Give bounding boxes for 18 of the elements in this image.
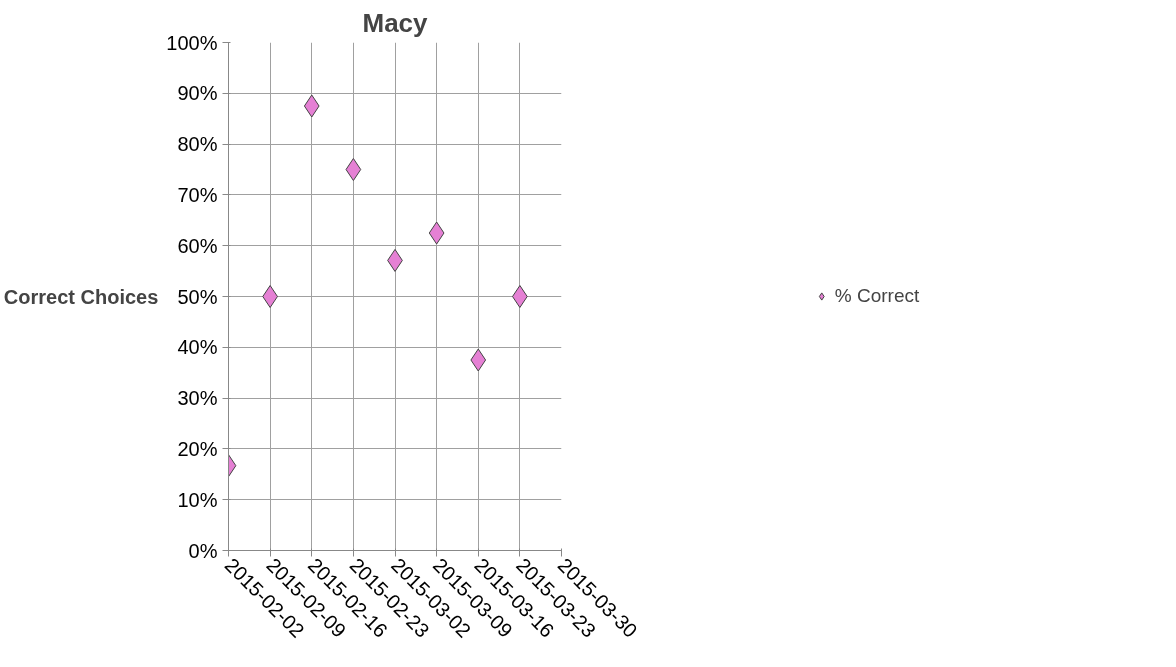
chart-title: Macy — [362, 7, 429, 38]
y-tick-label: 80% — [177, 133, 218, 156]
y-tick-label: 0% — [188, 539, 218, 562]
point — [428, 221, 445, 245]
y-tick-label: 30% — [177, 387, 218, 410]
y-tick-label: 70% — [177, 183, 218, 206]
y-tick-label: 40% — [177, 336, 218, 359]
point — [345, 158, 362, 181]
y-tick-label: 60% — [177, 234, 218, 257]
y-axis-title: Correct Choices — [3, 285, 159, 308]
y-tick-label: 100% — [166, 31, 218, 54]
y-tick-label: 20% — [177, 437, 218, 460]
point — [303, 94, 320, 118]
y-tick-label: 50% — [177, 285, 218, 308]
point — [470, 348, 487, 372]
y-tick-label: 90% — [177, 82, 218, 105]
legend-label: % Correct — [834, 285, 920, 307]
y-tick-label: 10% — [177, 488, 218, 511]
